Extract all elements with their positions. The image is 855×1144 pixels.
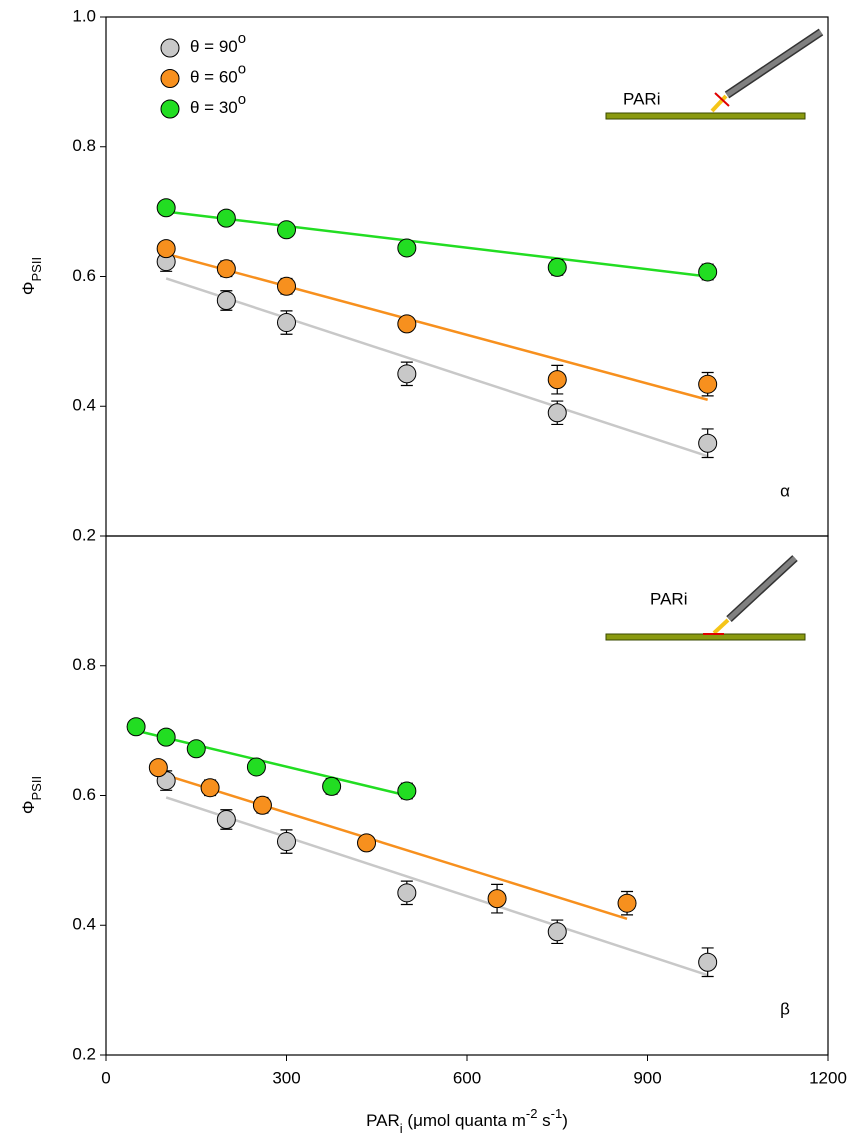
data-point [698, 952, 718, 972]
data-point [698, 374, 718, 394]
trend-line [166, 210, 708, 278]
leaf-surface [605, 112, 806, 120]
x-tick-label: 900 [633, 1068, 661, 1087]
label-part: Φ [19, 801, 38, 815]
y-tick-label: 0.2 [72, 525, 96, 544]
label-part: ) [562, 1111, 568, 1130]
label-part: -2 [526, 1106, 538, 1121]
data-point [200, 778, 220, 798]
data-point [397, 883, 417, 903]
data-point [547, 257, 567, 277]
data-point [156, 727, 176, 747]
data-point [547, 403, 567, 423]
label-part: i [400, 1121, 403, 1136]
legend-label: θ = 90o [190, 30, 246, 56]
inset-bottom [605, 555, 806, 641]
legend-sup: o [238, 91, 246, 108]
data-point [397, 364, 417, 384]
data-point [487, 889, 507, 909]
y-tick-label: 1.0 [72, 6, 96, 25]
trend-line [165, 252, 708, 401]
label-part: PAR [366, 1111, 400, 1130]
x-tick-label: 0 [101, 1068, 110, 1087]
data-point [547, 370, 567, 390]
label-part: PSII [29, 257, 44, 282]
probe-fill [725, 29, 823, 98]
data-point [126, 717, 146, 737]
probe-fill [727, 556, 797, 621]
legend-label: θ = 60o [190, 61, 246, 87]
data-point [216, 810, 236, 830]
x-axis-label: PARi (μmol quanta m-2 s-1) [366, 1106, 568, 1136]
data-point [277, 220, 296, 240]
x-tick-label: 600 [453, 1068, 481, 1087]
panel-label: α [780, 481, 790, 500]
y-tick-label: 0.4 [72, 915, 96, 934]
legend-name: θ = 30 [190, 98, 238, 117]
y-tick-label: 0.6 [72, 785, 96, 804]
trend-line [165, 277, 709, 458]
y-tick-label: 0.2 [72, 1044, 96, 1063]
data-point [617, 893, 637, 913]
legend-name: θ = 90 [190, 37, 238, 56]
legend-marker [160, 38, 180, 58]
legend-marker [160, 69, 180, 88]
data-point [148, 758, 168, 778]
data-point [698, 433, 718, 453]
y-tick-label: 0.6 [72, 266, 96, 285]
y-tick-label: 0.4 [72, 396, 96, 415]
label-part: -1 [551, 1106, 563, 1121]
data-point [357, 833, 377, 853]
legend-sup: o [238, 30, 246, 47]
trend-line [157, 771, 628, 920]
data-point [397, 781, 417, 801]
data-point [252, 795, 272, 815]
label-part: Φ [19, 282, 38, 296]
panel-label: β [780, 999, 790, 1018]
x-tick-label: 300 [272, 1068, 300, 1087]
data-point [246, 757, 266, 777]
light-beam [712, 618, 730, 635]
data-point [156, 198, 176, 218]
label-part: s [537, 1111, 550, 1130]
trend-line [135, 729, 408, 797]
inset-label: PARi [650, 589, 687, 608]
legend-name: θ = 60 [190, 68, 238, 87]
data-point [277, 832, 296, 852]
plot-frame [105, 16, 829, 537]
data-point [216, 259, 236, 279]
y-tick-label: 0.8 [72, 655, 96, 674]
trend-line [165, 796, 709, 977]
y-axis-label: ΦPSII [19, 257, 43, 295]
data-point [156, 239, 176, 259]
inset-label: PARi [623, 89, 660, 108]
data-point [216, 208, 236, 228]
light-beam [710, 94, 728, 113]
label-part: PSII [29, 776, 44, 801]
legend-label: θ = 30o [190, 91, 246, 117]
y-axis-label: ΦPSII [19, 776, 43, 814]
data-point [322, 776, 342, 796]
inset-top [605, 28, 824, 120]
legend-sup: o [238, 61, 246, 78]
y-tick-label: 0.8 [72, 136, 96, 155]
data-point [186, 739, 206, 759]
x-tick-label: 1200 [809, 1068, 847, 1087]
legend-marker [160, 99, 180, 119]
data-point [547, 922, 567, 942]
sensor [714, 92, 730, 107]
data-point [277, 313, 296, 333]
data-point [397, 314, 417, 334]
data-point [397, 238, 417, 258]
label-part: (μmol quanta m [403, 1111, 526, 1130]
data-point [698, 262, 718, 282]
data-point [277, 276, 296, 296]
data-point [216, 291, 236, 311]
